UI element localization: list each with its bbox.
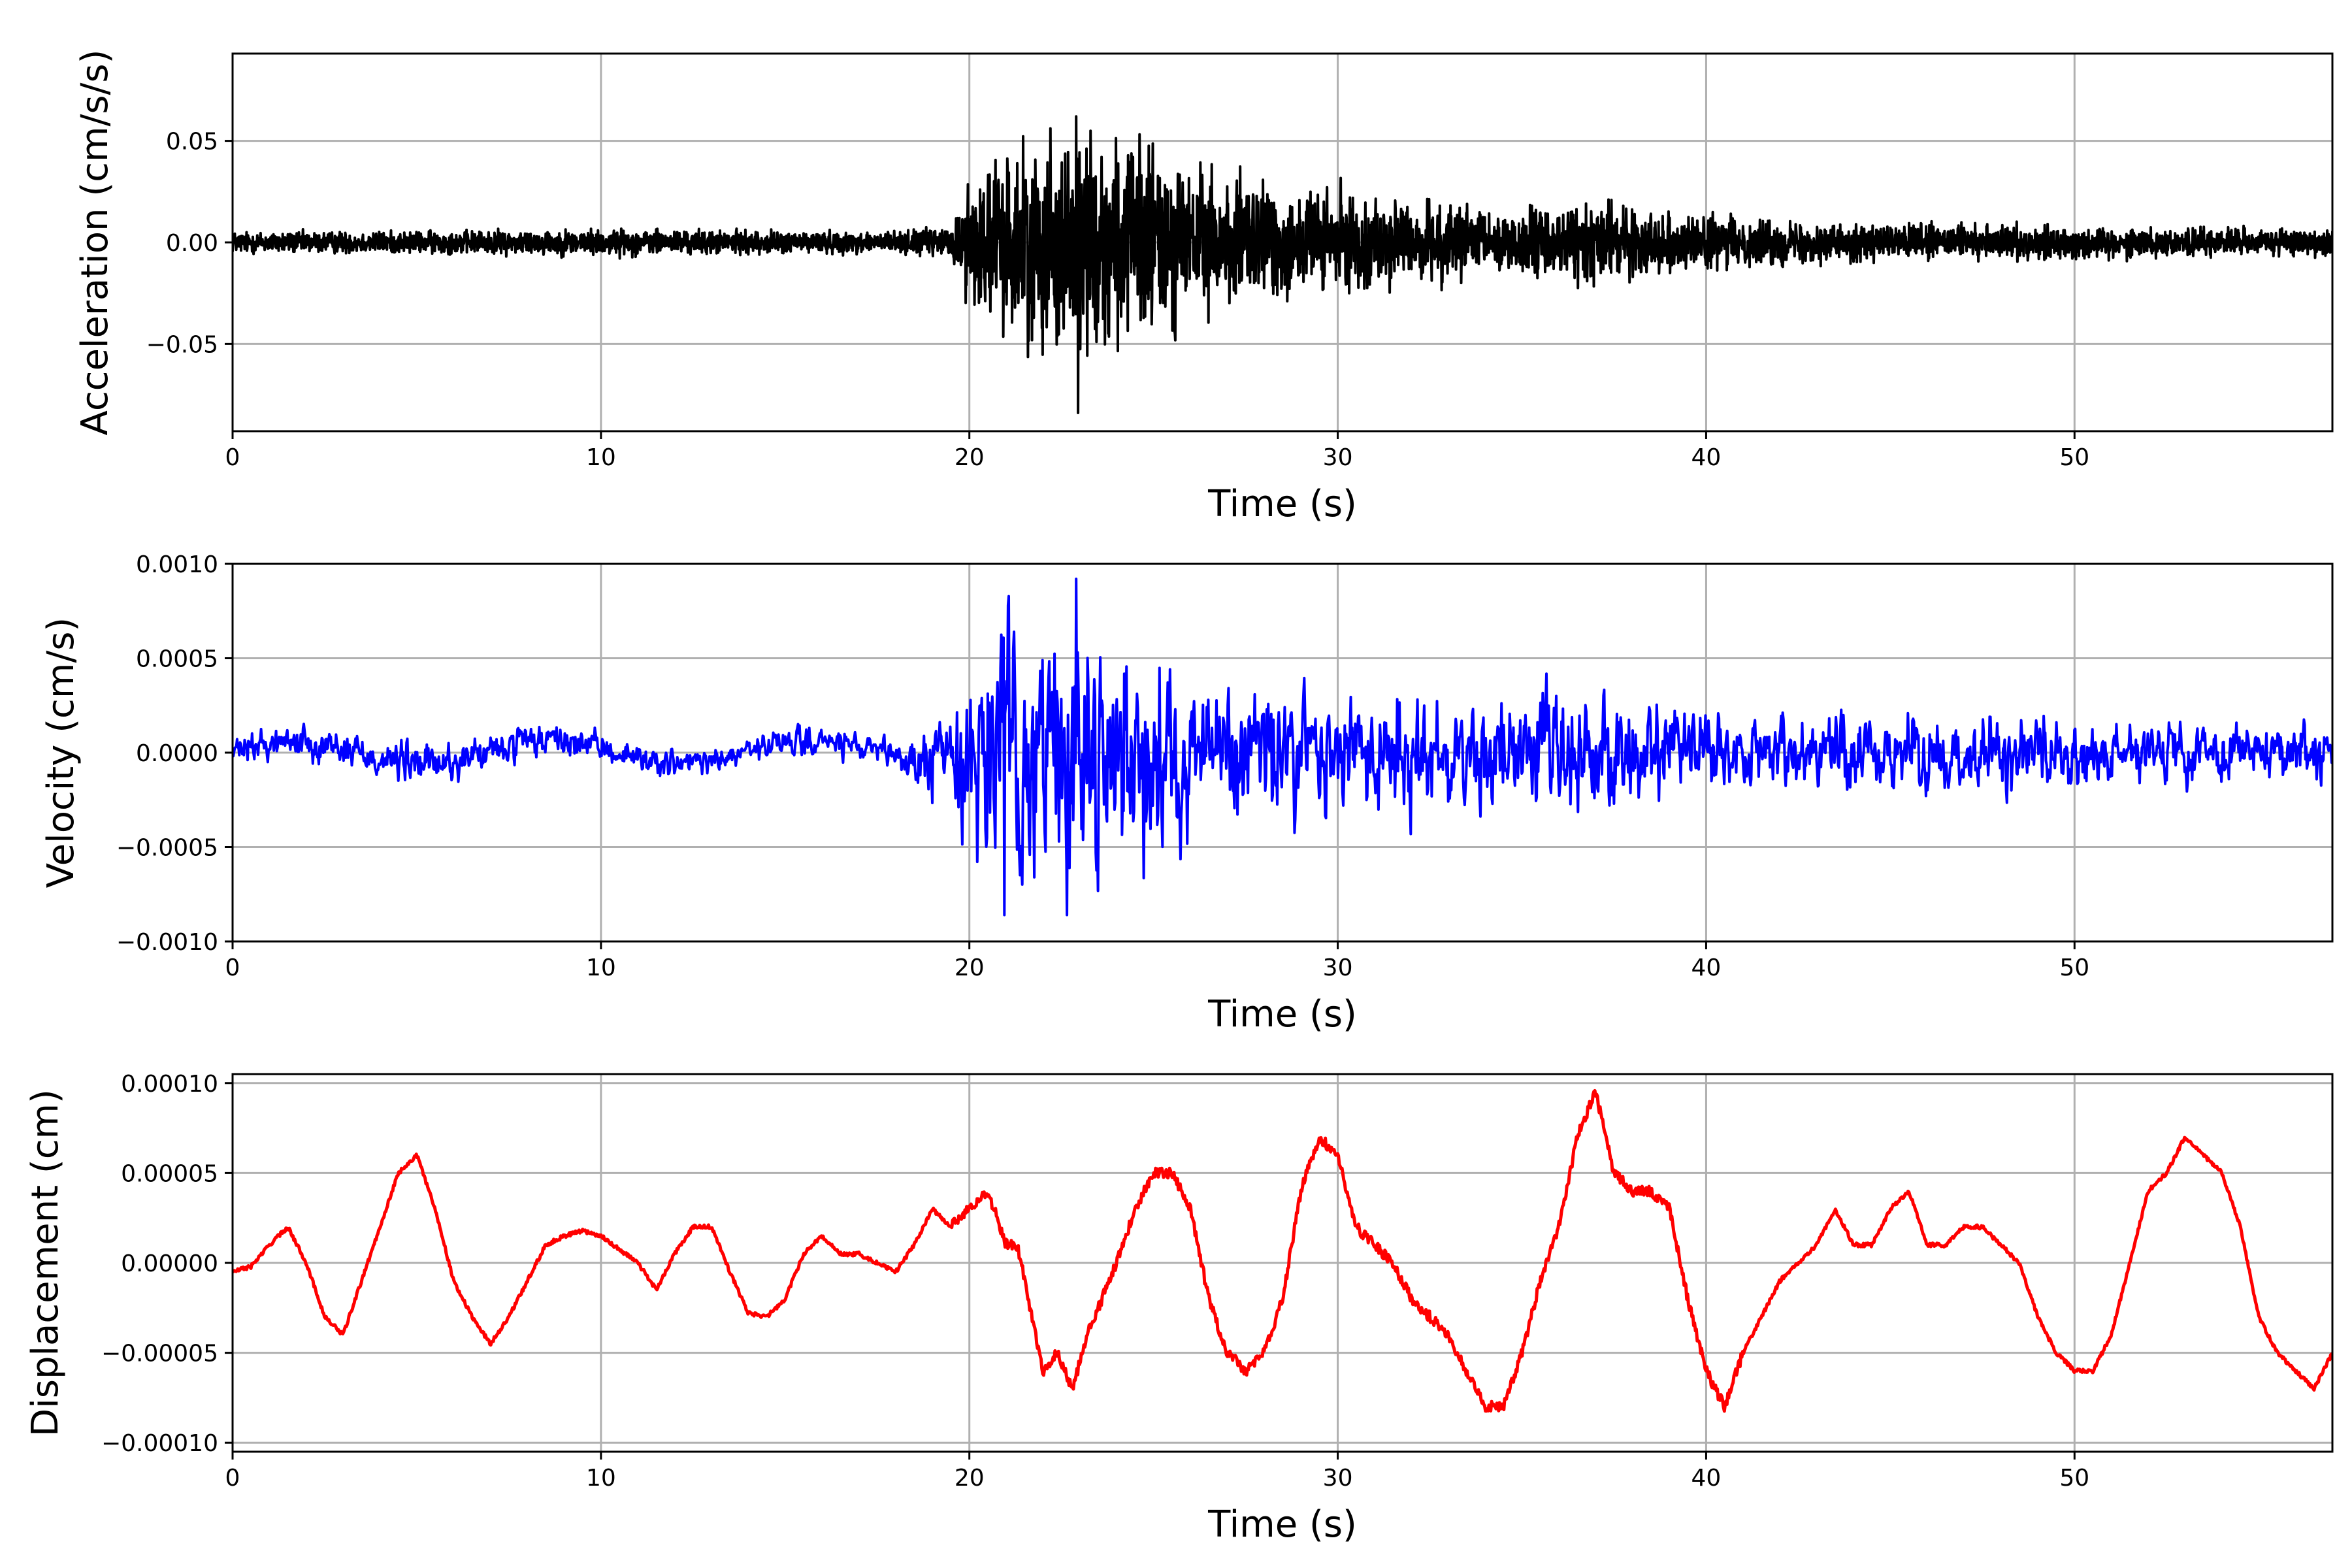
x-tick-label-0: 0	[225, 444, 240, 471]
x-tick-label-4: 40	[1691, 444, 1722, 471]
displacement-y-axis-title: Displacement (cm)	[24, 1089, 67, 1437]
acceleration-y-axis-title: Acceleration (cm/s/s)	[74, 50, 116, 436]
y-tick-label-1: 0.00005	[121, 1160, 218, 1187]
x-tick-label-1: 10	[586, 1465, 616, 1492]
displacement-series-line	[233, 1088, 2332, 1413]
x-tick-label-4: 40	[1691, 955, 1722, 981]
velocity-x-axis-title: Time (s)	[1207, 993, 1357, 1036]
x-tick-label-3: 30	[1323, 444, 1353, 471]
y-tick-label-2: 0.00000	[121, 1250, 218, 1277]
displacement-x-axis-title: Time (s)	[1207, 1503, 1357, 1546]
x-tick-label-5: 50	[2059, 1465, 2089, 1492]
y-tick-label-3: −0.0005	[116, 835, 218, 862]
x-tick-label-4: 40	[1691, 1465, 1722, 1492]
x-tick-label-0: 0	[225, 955, 240, 981]
y-tick-label-2: 0.0000	[136, 740, 218, 767]
x-tick-label-2: 20	[955, 444, 985, 471]
y-tick-label-0: 0.00010	[121, 1071, 218, 1098]
x-tick-label-1: 10	[586, 955, 616, 981]
y-tick-label-0: 0.05	[166, 129, 218, 155]
y-tick-label-0: 0.0010	[136, 551, 218, 578]
acceleration-panel: 0 10 20 30 40 50 0.05 0.00 −0.05 Time (s) Accelera…	[74, 50, 2334, 525]
x-tick-label-3: 30	[1323, 955, 1353, 981]
y-tick-label-4: −0.00010	[101, 1430, 218, 1457]
velocity-series-line	[233, 578, 2332, 917]
displacement-panel: 0 10 20 30 40 50 0.00010 0.00005 0.00000 −0.00005…	[24, 1071, 2334, 1546]
x-tick-label-5: 50	[2059, 955, 2089, 981]
y-tick-label-3: −0.00005	[101, 1341, 218, 1367]
y-tick-label-1: 0.00	[166, 230, 218, 257]
y-tick-label-2: −0.05	[146, 331, 218, 358]
x-tick-label-0: 0	[225, 1465, 240, 1492]
x-tick-label-2: 20	[955, 955, 985, 981]
x-tick-label-5: 50	[2059, 444, 2089, 471]
velocity-y-axis-title: Velocity (cm/s)	[40, 617, 82, 889]
acceleration-x-axis-title: Time (s)	[1207, 483, 1357, 525]
x-tick-label-3: 30	[1323, 1465, 1353, 1492]
x-tick-label-1: 10	[586, 444, 616, 471]
x-tick-label-2: 20	[955, 1465, 985, 1492]
y-tick-label-4: −0.0010	[116, 929, 218, 956]
velocity-panel: 0 10 20 30 40 50 0.0010 0.0005 0.0000 −0.0005 −0.0…	[40, 551, 2334, 1036]
y-tick-label-1: 0.0005	[136, 646, 218, 673]
acceleration-series-line	[233, 115, 2332, 414]
